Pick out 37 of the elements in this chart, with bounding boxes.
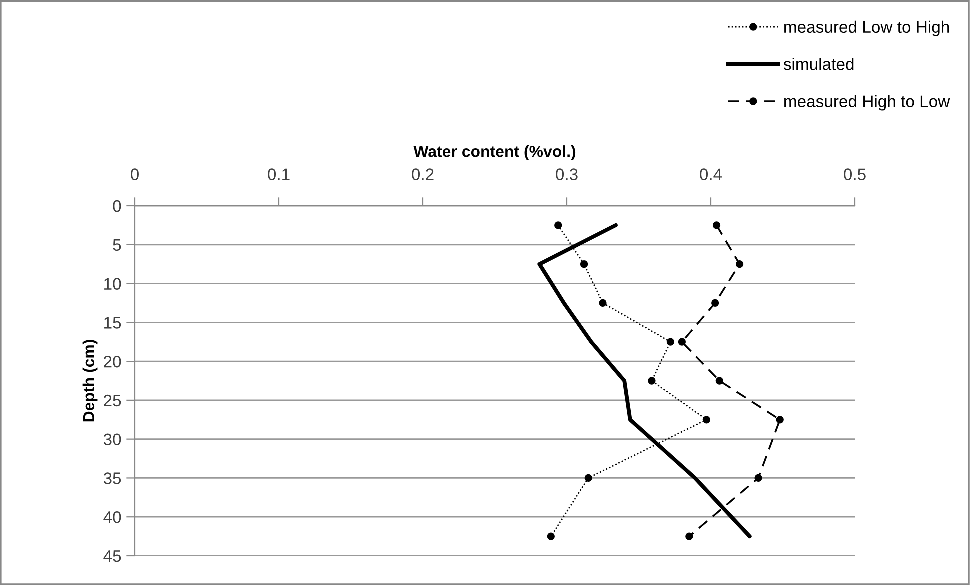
point [686, 532, 694, 540]
legend-label: simulated [784, 58, 854, 70]
legend-label: measured High to Low [784, 95, 950, 111]
x-axis-title: Water content (%vol.) [414, 146, 576, 160]
point [716, 377, 724, 385]
point [599, 299, 607, 308]
y-tick-label: 15 [104, 317, 122, 329]
x-tick-label: 0.4 [700, 168, 722, 180]
x-tick-label: 0 [131, 168, 139, 180]
y-tick-label: 30 [104, 434, 122, 446]
y-tick-label: 20 [104, 356, 122, 368]
point [776, 416, 784, 424]
y-tick-label: 35 [104, 472, 122, 484]
point [754, 474, 762, 482]
x-tick-label: 0.3 [556, 168, 578, 180]
point [666, 338, 674, 346]
x-tick-label: 0.5 [844, 168, 866, 180]
point [584, 474, 592, 482]
y-tick-label: 5 [113, 239, 122, 252]
x-tick-label: 0.1 [268, 168, 290, 180]
y-tick-label: 25 [104, 394, 122, 407]
y-tick-label: 0 [113, 200, 122, 212]
point [678, 338, 686, 346]
point [736, 260, 744, 268]
y-tick-label: 10 [104, 278, 122, 290]
y-axis-title: Depth (cm) [82, 340, 98, 422]
point [702, 416, 710, 424]
x-tick-label: 0.2 [412, 168, 434, 180]
y-tick-label: 40 [104, 512, 122, 524]
point [580, 260, 588, 268]
legend-label: measured Low to High [784, 20, 950, 36]
point [712, 299, 720, 308]
point [554, 222, 562, 230]
point [547, 532, 555, 540]
point [712, 222, 721, 230]
y-tick-label: 45 [104, 550, 122, 562]
point [648, 377, 656, 385]
